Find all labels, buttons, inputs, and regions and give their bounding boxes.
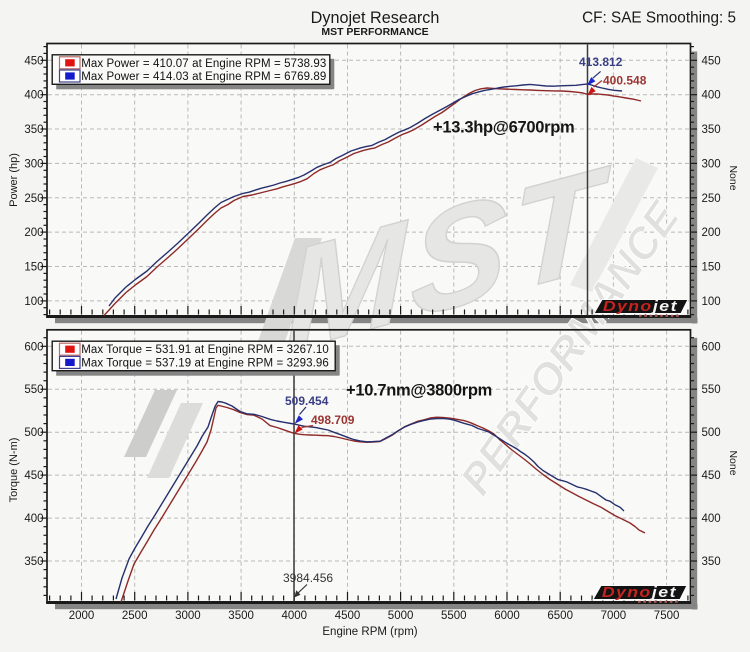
svg-text:6500: 6500 <box>547 610 573 622</box>
svg-text:500: 500 <box>24 427 43 439</box>
svg-text:450: 450 <box>702 470 721 482</box>
svg-text:6000: 6000 <box>494 610 520 622</box>
svg-text:550: 550 <box>24 384 43 396</box>
svg-text:Dyno: Dyno <box>602 584 652 600</box>
svg-text:300: 300 <box>24 158 43 170</box>
svg-text:150: 150 <box>24 262 43 274</box>
svg-text:2500: 2500 <box>122 610 148 622</box>
svg-text:600: 600 <box>702 341 721 353</box>
svg-text:Max Torque = 531.91 at Engine: Max Torque = 531.91 at Engine RPM = 3267… <box>81 344 329 356</box>
svg-text:200: 200 <box>24 227 43 239</box>
svg-text:250: 250 <box>24 193 43 205</box>
svg-text:7500: 7500 <box>654 610 680 622</box>
svg-text:Max Power = 414.03 at Engine R: Max Power = 414.03 at Engine RPM = 6769.… <box>81 71 326 83</box>
svg-text:509.454: 509.454 <box>285 394 329 408</box>
svg-text:7000: 7000 <box>601 610 627 622</box>
svg-text:350: 350 <box>24 556 43 568</box>
svg-text:600: 600 <box>24 341 43 353</box>
svg-text:500: 500 <box>702 427 721 439</box>
svg-text:450: 450 <box>24 55 43 67</box>
svg-text:100: 100 <box>24 296 43 308</box>
svg-text:400.548: 400.548 <box>603 74 647 88</box>
svg-text:3500: 3500 <box>228 610 254 622</box>
svg-text:3000: 3000 <box>175 610 201 622</box>
svg-text:350: 350 <box>24 124 43 136</box>
svg-text:+13.3hp@6700rpm: +13.3hp@6700rpm <box>433 119 574 137</box>
svg-text:Dyno: Dyno <box>603 298 653 314</box>
svg-text:450: 450 <box>24 470 43 482</box>
svg-text:Max Torque = 537.19 at Engine: Max Torque = 537.19 at Engine RPM = 3293… <box>81 357 329 369</box>
svg-text:150: 150 <box>702 262 721 274</box>
svg-text:Power (hp): Power (hp) <box>8 153 20 207</box>
svg-text:5000: 5000 <box>388 610 414 622</box>
svg-text:100: 100 <box>702 296 721 308</box>
svg-text:CF: SAE Smoothing: 5: CF: SAE Smoothing: 5 <box>582 10 736 27</box>
svg-text:400: 400 <box>24 513 43 525</box>
svg-text:498.709: 498.709 <box>311 413 355 427</box>
svg-text:Max Power = 410.07 at Engine R: Max Power = 410.07 at Engine RPM = 5738.… <box>81 58 326 70</box>
svg-text:350: 350 <box>702 124 721 136</box>
svg-text:400: 400 <box>24 90 43 102</box>
svg-text:None: None <box>727 165 739 190</box>
svg-text:jet: jet <box>650 584 677 600</box>
svg-text:3984.456: 3984.456 <box>283 571 333 585</box>
svg-text:550: 550 <box>702 384 721 396</box>
svg-text:300: 300 <box>702 158 721 170</box>
svg-text:200: 200 <box>702 227 721 239</box>
svg-text:Engine RPM (rpm): Engine RPM (rpm) <box>322 626 417 638</box>
svg-text:400: 400 <box>702 90 721 102</box>
svg-text:400: 400 <box>702 513 721 525</box>
svg-text:2000: 2000 <box>69 610 95 622</box>
svg-text:4000: 4000 <box>282 610 308 622</box>
svg-text:250: 250 <box>702 193 721 205</box>
svg-text:450: 450 <box>702 55 721 67</box>
svg-text:4500: 4500 <box>335 610 361 622</box>
svg-text:Dynojet Research: Dynojet Research <box>311 9 440 27</box>
svg-text:None: None <box>727 450 739 475</box>
svg-text:+10.7nm@3800rpm: +10.7nm@3800rpm <box>346 382 492 400</box>
svg-text:Torque (N-m): Torque (N-m) <box>8 438 20 503</box>
svg-text:413.812: 413.812 <box>579 55 623 69</box>
svg-text:5500: 5500 <box>441 610 467 622</box>
svg-text:350: 350 <box>702 556 721 568</box>
svg-text:MST PERFORMANCE: MST PERFORMANCE <box>321 26 428 38</box>
svg-text:jet: jet <box>651 298 678 314</box>
